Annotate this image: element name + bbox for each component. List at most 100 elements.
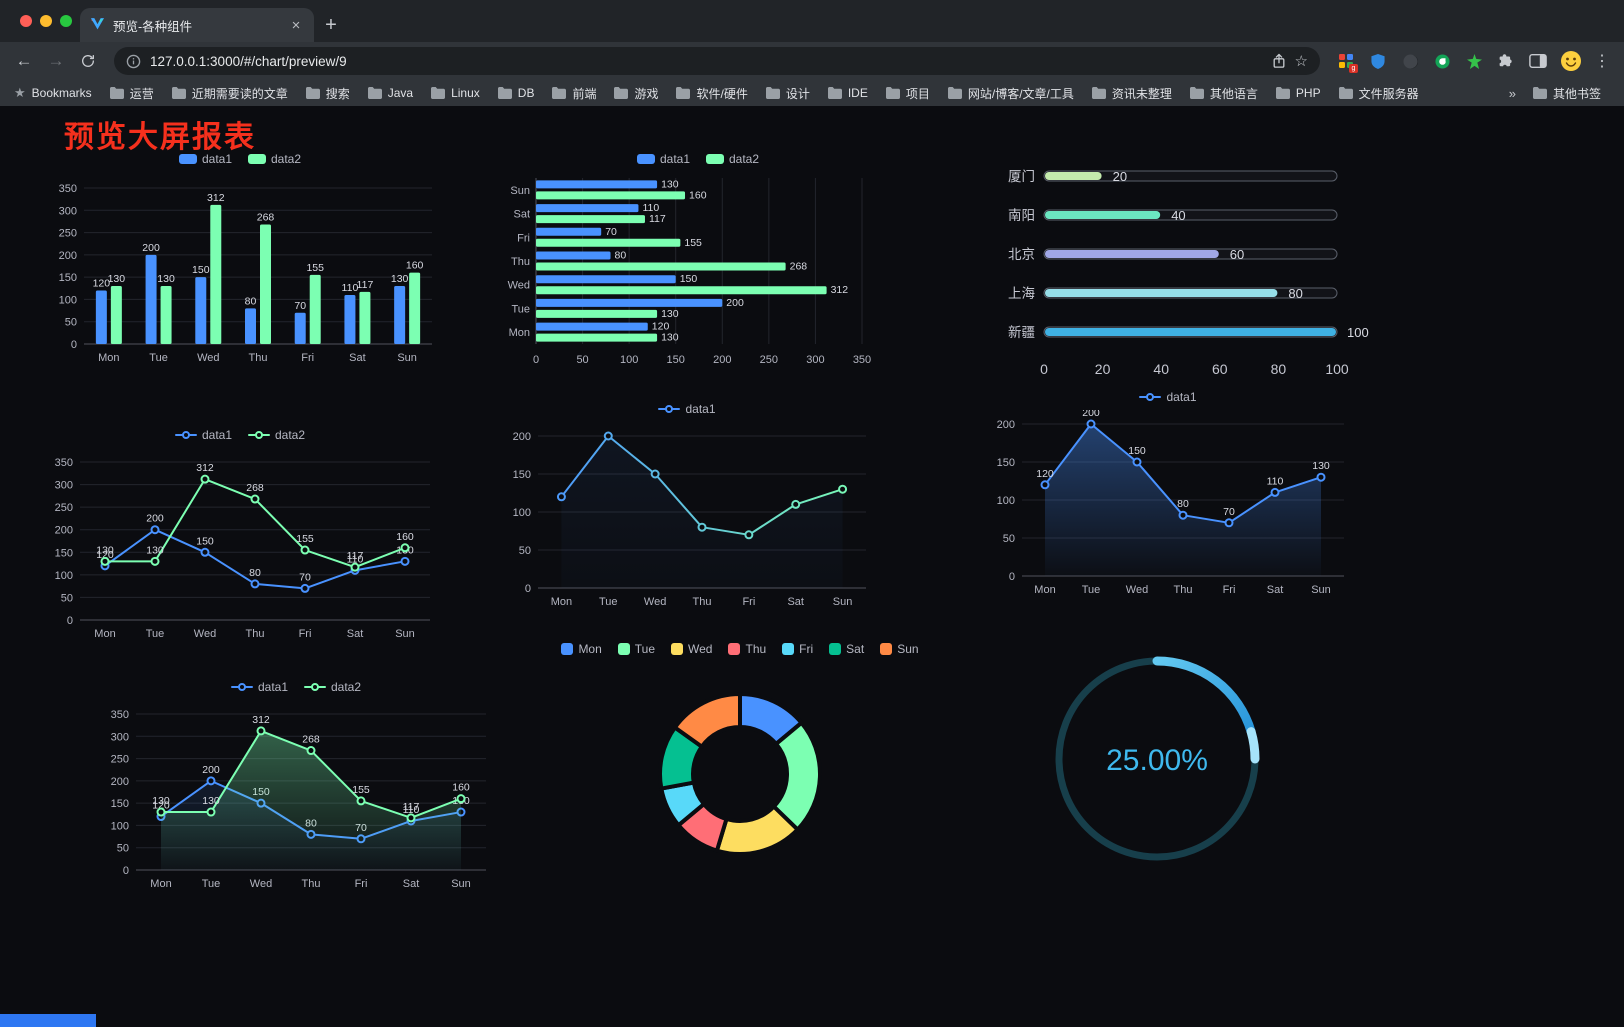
svg-text:160: 160: [689, 189, 707, 201]
new-tab-button[interactable]: +: [325, 13, 337, 36]
svg-text:300: 300: [59, 205, 77, 217]
extension-green-circle-icon[interactable]: [1428, 47, 1456, 75]
legend-label: Fri: [799, 642, 814, 656]
profile-avatar[interactable]: [1556, 46, 1586, 76]
legend-item[interactable]: data2: [248, 428, 305, 442]
chart-legend: data1: [498, 400, 876, 418]
legend-item[interactable]: data1: [174, 428, 232, 442]
bookmarks-root-item[interactable]: ★ Bookmarks: [14, 82, 101, 104]
legend-item[interactable]: data1: [658, 402, 716, 416]
svg-text:130: 130: [391, 273, 409, 285]
browser-tab-active[interactable]: 预览-各种组件 ×: [80, 8, 314, 42]
svg-text:160: 160: [406, 260, 424, 272]
folder-icon: [552, 87, 567, 99]
legend-item[interactable]: Mon: [561, 642, 602, 656]
svg-text:160: 160: [396, 531, 414, 543]
svg-text:120: 120: [152, 800, 170, 812]
bookmark-folder-item[interactable]: 项目: [877, 82, 939, 104]
sidebar-toggle-icon[interactable]: [1524, 47, 1552, 75]
window-fullscreen-button[interactable]: [60, 15, 72, 27]
extension-moon-icon[interactable]: [1396, 47, 1424, 75]
bookmark-folder-item[interactable]: 其他语言: [1181, 82, 1267, 104]
bookmark-folder-item[interactable]: 设计: [757, 82, 819, 104]
tab-close-icon[interactable]: ×: [291, 16, 301, 34]
bookmark-folder-item[interactable]: 资讯未整理: [1083, 82, 1181, 104]
legend-item[interactable]: Sun: [880, 642, 919, 656]
bookmark-label: PHP: [1295, 86, 1321, 100]
other-bookmarks-item[interactable]: 其他书签: [1524, 82, 1610, 104]
extension-star-icon[interactable]: [1460, 47, 1488, 75]
extensions-puzzle-icon[interactable]: [1492, 47, 1520, 75]
chart-canvas: 0 50 100 150 200 Mon Tue Wed Thu Fri Sat Sun 120 200 1…: [997, 410, 1344, 596]
chart-canvas: 0 50 100 150 200 250 300 350 Mon Tue Wed Thu Fri Sat S…: [55, 457, 430, 640]
bookmark-folder-item[interactable]: Linux: [422, 82, 489, 104]
svg-text:50: 50: [61, 592, 73, 604]
back-button[interactable]: ←: [15, 51, 33, 70]
bookmark-star-icon[interactable]: ☆: [1294, 53, 1308, 70]
svg-text:0: 0: [123, 865, 129, 877]
legend-item[interactable]: data2: [706, 152, 759, 166]
bookmark-folder-item[interactable]: 游戏: [605, 82, 667, 104]
legend-item[interactable]: data2: [304, 680, 361, 694]
bookmark-folder-item[interactable]: Java: [359, 82, 422, 104]
legend-item[interactable]: Sat: [829, 642, 864, 656]
bookmark-folder-item[interactable]: 软件/硬件: [667, 82, 756, 104]
legend-label: data2: [271, 152, 302, 166]
legend-item[interactable]: Wed: [671, 642, 712, 656]
bookmarks-list: 运营 近期需要读的文章 搜索 Java Linux DB 前端 游戏 软件/硬件 设计 IDE 项目 网…: [101, 82, 1501, 104]
bookmark-folder-item[interactable]: IDE: [819, 82, 877, 104]
window-minimize-button[interactable]: [40, 15, 52, 27]
reload-button[interactable]: [74, 47, 102, 75]
chart-plot: 厦门 20 南阳 40 北京 60 上海 80 新疆 100 0 20 40 60 80 100: [980, 154, 1375, 392]
address-bar[interactable]: 127.0.0.1:3000/#/chart/preview/9 ☆: [114, 47, 1320, 75]
forward-button[interactable]: →: [47, 51, 65, 70]
legend-item[interactable]: Fri: [782, 642, 813, 656]
bookmarks-overflow-chevron[interactable]: »: [1508, 85, 1516, 101]
legend-item[interactable]: data1: [178, 152, 232, 166]
svg-text:80: 80: [249, 567, 261, 579]
svg-text:160: 160: [452, 782, 470, 794]
bookmark-label: Linux: [451, 86, 480, 100]
site-info-icon[interactable]: [126, 54, 141, 69]
bookmark-folder-item[interactable]: PHP: [1267, 82, 1330, 104]
legend-item[interactable]: data1: [1139, 390, 1197, 404]
browser-menu-icon[interactable]: ⋮: [1594, 53, 1610, 70]
window-close-button[interactable]: [20, 15, 32, 27]
svg-text:Wed: Wed: [250, 878, 272, 890]
svg-text:70: 70: [294, 300, 306, 312]
svg-text:130: 130: [152, 795, 170, 807]
extension-grid-icon[interactable]: g: [1332, 47, 1360, 75]
chart-progress-bars: 厦门 20 南阳 40 北京 60 上海 80 新疆 100 0 20 40 60 80 100: [980, 154, 1375, 392]
svg-text:Wed: Wed: [644, 596, 666, 608]
extension-shield-icon[interactable]: [1364, 47, 1392, 75]
bookmark-label: 运营: [129, 86, 154, 101]
bookmark-label: 前端: [572, 86, 597, 101]
bookmark-folder-item[interactable]: 前端: [543, 82, 605, 104]
bookmark-folder-item[interactable]: 近期需要读的文章: [163, 82, 297, 104]
legend-label: Sun: [897, 642, 919, 656]
svg-text:Sat: Sat: [349, 352, 366, 364]
bookmark-folder-item[interactable]: DB: [489, 82, 544, 104]
legend-label: data1: [1166, 390, 1197, 404]
legend-swatch-marker: [248, 154, 266, 164]
legend-item[interactable]: Thu: [728, 642, 766, 656]
folder-icon: [109, 87, 124, 99]
chart-area-single: data1 0 50 100 150 200 Mon Tue Wed Thu Fri Sat Sun 1…: [982, 388, 1354, 600]
legend-label: Tue: [634, 642, 656, 656]
folder-icon: [1091, 87, 1106, 99]
bookmark-folder-item[interactable]: 网站/博客/文章/工具: [939, 82, 1083, 104]
svg-text:Sat: Sat: [403, 878, 420, 890]
share-icon[interactable]: [1272, 53, 1286, 69]
chart-canvas: 25.00%: [1055, 656, 1260, 861]
bookmark-label: 文件服务器: [1358, 86, 1419, 101]
legend-item[interactable]: Tue: [617, 642, 656, 656]
bookmark-folder-item[interactable]: 搜索: [297, 82, 359, 104]
svg-text:150: 150: [667, 354, 685, 366]
legend-item[interactable]: data2: [248, 152, 301, 166]
bookmark-folder-item[interactable]: 运营: [101, 82, 163, 104]
legend-item[interactable]: data1: [230, 680, 288, 694]
legend-item[interactable]: data1: [636, 152, 690, 166]
svg-text:200: 200: [59, 250, 77, 262]
bookmark-folder-item[interactable]: 文件服务器: [1330, 82, 1428, 104]
svg-text:250: 250: [59, 228, 77, 240]
